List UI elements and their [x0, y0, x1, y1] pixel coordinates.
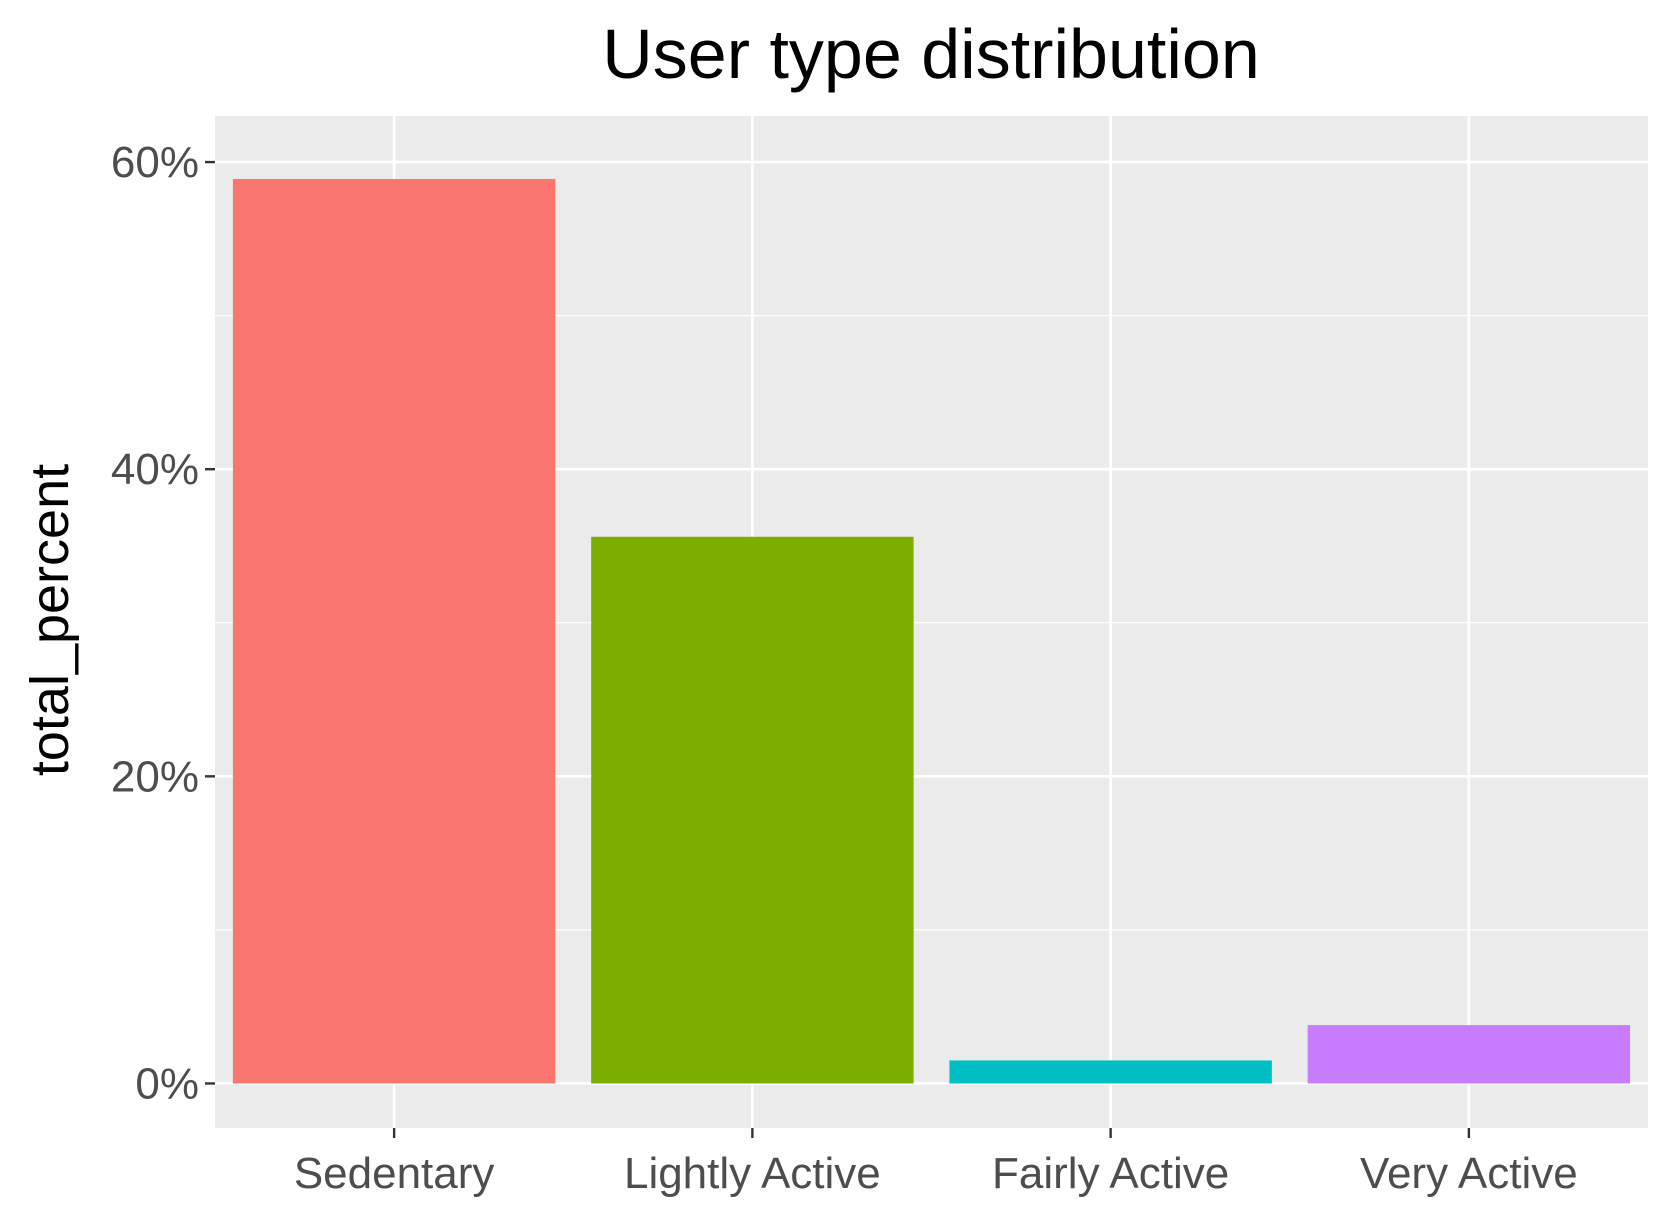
y-tick-label: 0%	[135, 1059, 199, 1108]
y-tick-label: 60%	[111, 138, 199, 187]
bar-sedentary	[232, 178, 556, 1084]
y-tick-label: 40%	[111, 445, 199, 494]
bar-lightly-active	[591, 536, 914, 1084]
chart-title: User type distribution	[602, 15, 1260, 93]
bar-fairly-active	[949, 1060, 1272, 1084]
x-tick-label: Sedentary	[294, 1149, 495, 1198]
bar-very-active	[1307, 1025, 1631, 1084]
y-axis-label: total_percent	[20, 464, 80, 776]
x-tick-label: Lightly Active	[624, 1149, 881, 1198]
x-tick-label: Very Active	[1360, 1149, 1578, 1198]
x-tick-label: Fairly Active	[992, 1149, 1229, 1198]
plot-panel: 0% 20% 40% 60% Sedentary Lightly Active Fairly…	[111, 116, 1648, 1198]
y-tick-label: 20%	[111, 752, 199, 801]
